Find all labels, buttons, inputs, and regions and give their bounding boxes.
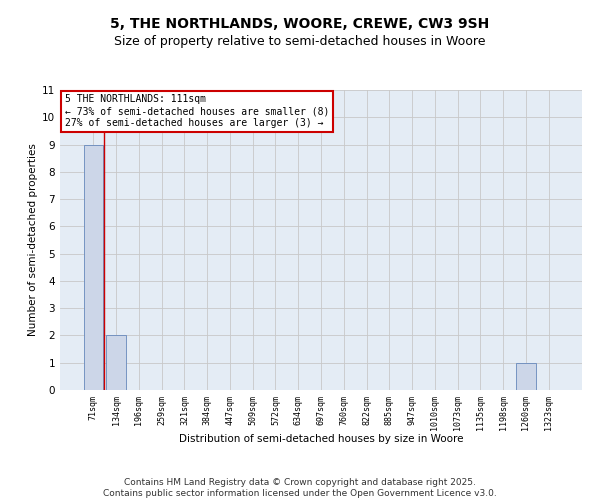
Bar — [106, 336, 126, 390]
Text: Size of property relative to semi-detached houses in Woore: Size of property relative to semi-detach… — [114, 35, 486, 48]
Y-axis label: Number of semi-detached properties: Number of semi-detached properties — [28, 144, 38, 336]
Text: 5 THE NORTHLANDS: 111sqm
← 73% of semi-detached houses are smaller (8)
27% of se: 5 THE NORTHLANDS: 111sqm ← 73% of semi-d… — [65, 94, 329, 128]
Text: Contains HM Land Registry data © Crown copyright and database right 2025.
Contai: Contains HM Land Registry data © Crown c… — [103, 478, 497, 498]
X-axis label: Distribution of semi-detached houses by size in Woore: Distribution of semi-detached houses by … — [179, 434, 463, 444]
Bar — [516, 362, 536, 390]
Bar — [84, 144, 103, 390]
Text: 5, THE NORTHLANDS, WOORE, CREWE, CW3 9SH: 5, THE NORTHLANDS, WOORE, CREWE, CW3 9SH — [110, 18, 490, 32]
